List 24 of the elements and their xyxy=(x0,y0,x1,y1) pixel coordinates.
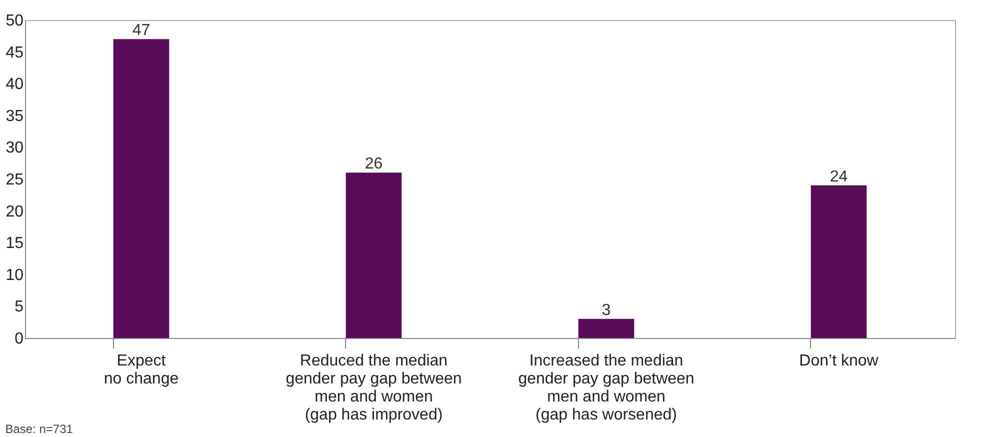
x-tick-label: Increased the median gender pay gap between men and women (gap has worsened) xyxy=(518,352,694,424)
x-tick-label: Expect no change xyxy=(104,352,179,388)
data-label: 24 xyxy=(830,168,848,186)
y-tick-label: 30 xyxy=(6,140,24,157)
bar xyxy=(113,39,170,338)
y-tick-label: 20 xyxy=(6,203,24,220)
y-tick-label: 40 xyxy=(6,76,24,94)
y-tick-label: 10 xyxy=(6,266,24,284)
x-tick-label: Reduced the median gender pay gap between men and women (gap has improved) xyxy=(286,352,462,424)
bar xyxy=(578,318,634,338)
y-tick-label: 25 xyxy=(6,172,24,188)
bar xyxy=(810,185,867,338)
bar xyxy=(346,172,402,338)
x-tick-label: Don’t know xyxy=(799,352,879,370)
y-tick-label: 0 xyxy=(14,330,24,348)
text: Base: n=731 xyxy=(5,422,74,436)
data-label: 26 xyxy=(364,156,383,173)
y-tick-label: 15 xyxy=(6,235,24,252)
data-label: 3 xyxy=(602,302,611,319)
y-tick-label: 5 xyxy=(14,298,24,316)
y-tick-label: 45 xyxy=(6,44,24,62)
data-label: 47 xyxy=(132,22,150,40)
y-tick-label: 50 xyxy=(6,12,24,30)
y-tick-label: 35 xyxy=(6,108,24,125)
